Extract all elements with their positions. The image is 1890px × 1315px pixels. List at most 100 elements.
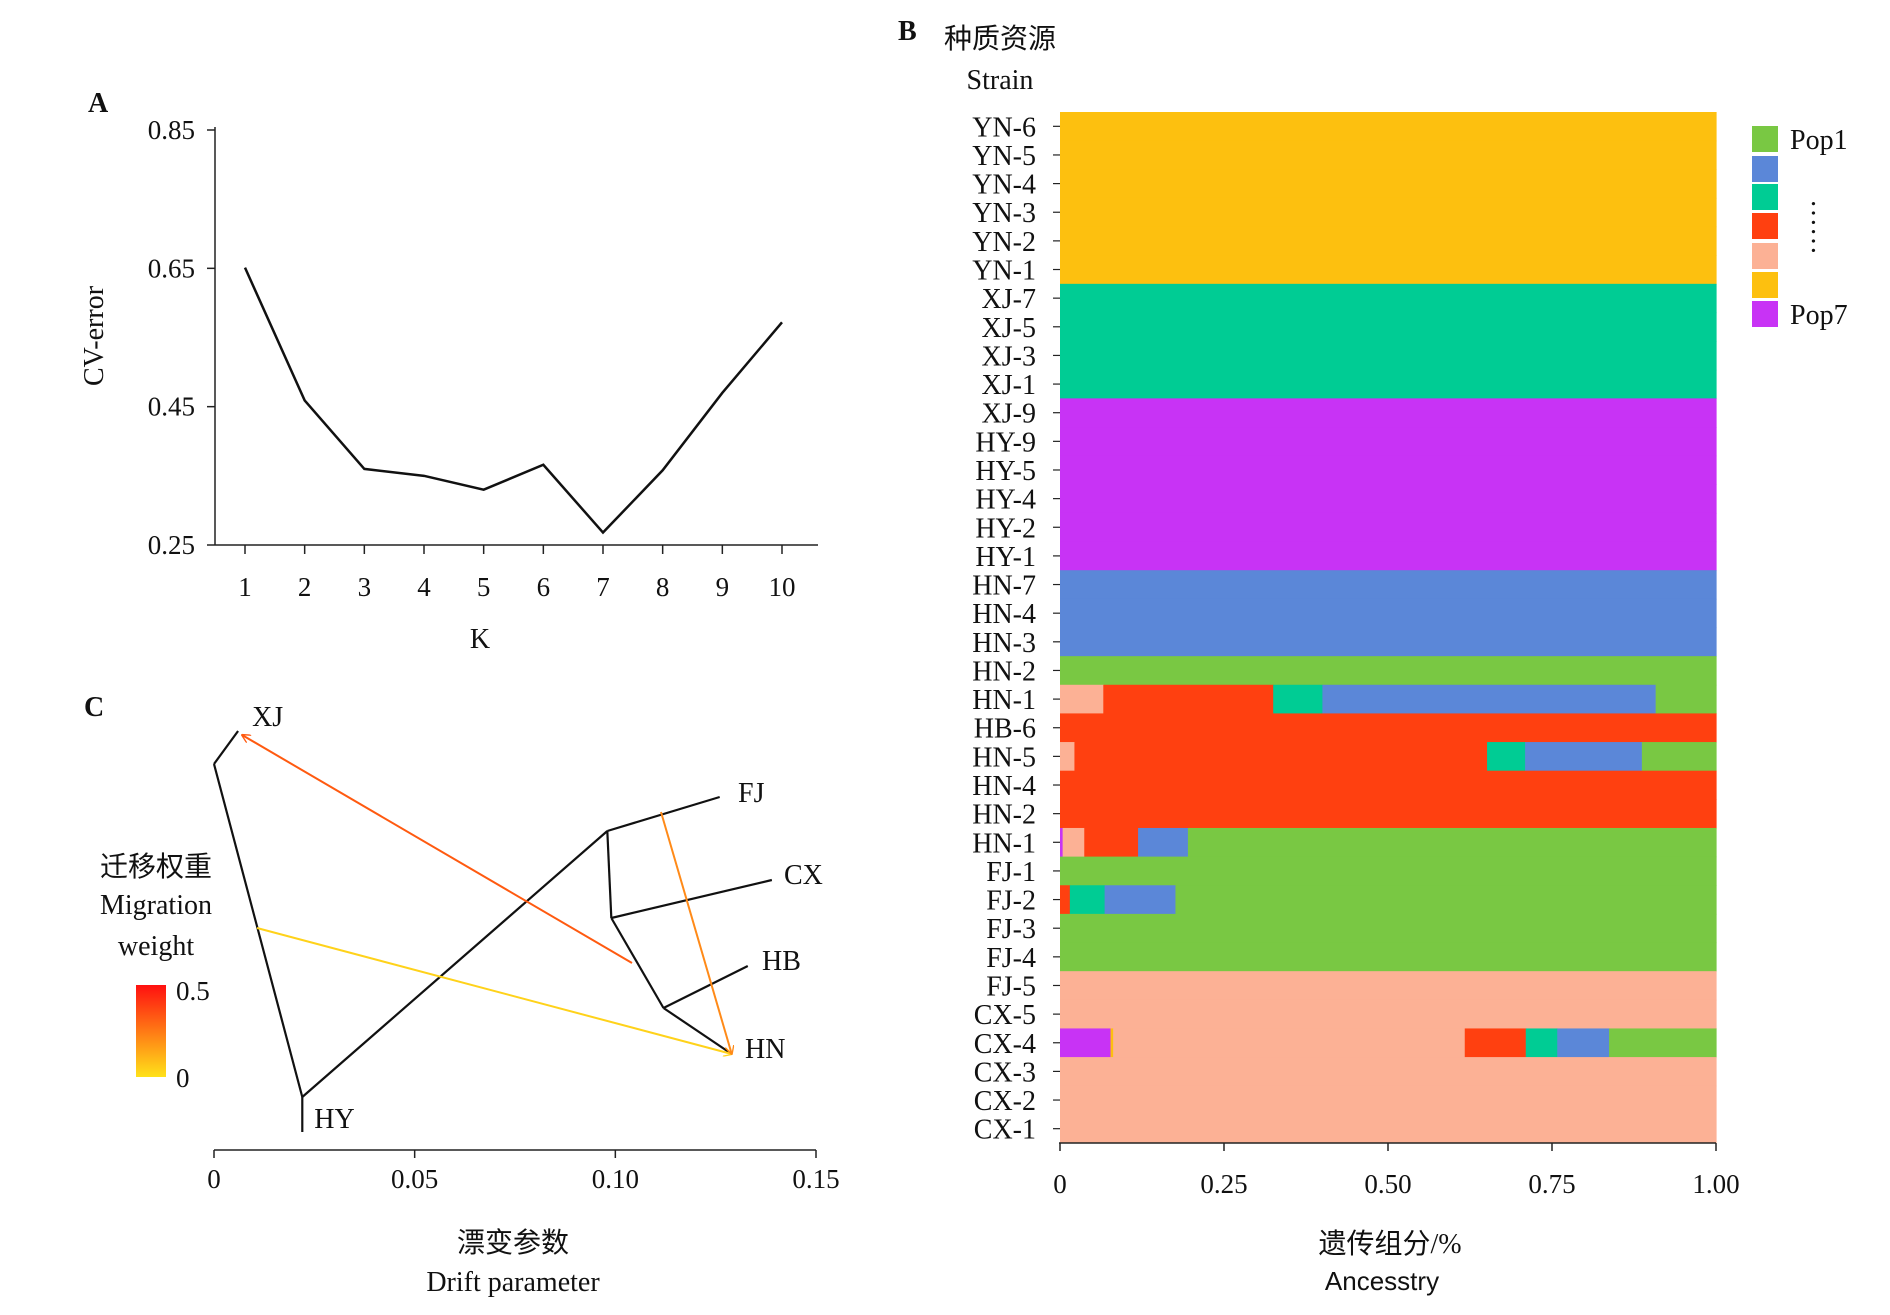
strain-label: FJ-1 [986,857,1036,888]
panel-b-x-label-en: Ancesstry [1325,1266,1439,1296]
ancestry-segment-xj-1 [1060,369,1717,399]
panel-a-y-label: CV-error [79,285,110,386]
legend-ellipsis: …… [1805,199,1836,255]
panel-a-x-tick-label: 7 [596,572,610,602]
ancestry-segment-yn-2 [1060,226,1717,256]
panel-c-x-tick-label: 0.10 [592,1164,639,1194]
panel-a-x-tick-label: 8 [656,572,670,602]
panel-a-x-tick-label: 5 [477,572,491,602]
population-label-hb: HB [762,946,801,977]
ancestry-segment-cx-4 [1557,1028,1610,1058]
ancestry-segment-xj-3 [1060,341,1717,371]
strain-label: HN-1 [972,685,1036,716]
panel-b-x-tick-label: 1.00 [1692,1169,1739,1199]
strain-label: YN-4 [972,170,1036,201]
ancestry-segment-fj-2 [1104,885,1177,915]
migration-legend-title-en-1: Migration [100,890,212,921]
tree-branch-root-hy [212,763,304,1098]
panel-c-letter: C [84,692,104,723]
ancestry-segment-hn-1 [1138,827,1189,858]
tree-branch-n2-n3 [610,917,665,1009]
ancestry-segment-xj-5 [1060,312,1717,342]
strain-label: HN-2 [972,800,1036,831]
strain-label: HN-2 [972,656,1036,687]
strain-label: XJ-5 [982,313,1036,344]
ancestry-segment-hb-6 [1060,713,1717,743]
migration-edge-3 [660,811,732,1054]
ancestry-segment-hy-5 [1060,455,1717,485]
panel-b-x-tick-label: 0 [1053,1169,1067,1199]
ancestry-segment-hn-1 [1060,684,1104,715]
panel-c-x-tick-label: 0.05 [391,1164,438,1194]
strain-label: HN-3 [972,628,1036,659]
ancestry-segment-hn-1 [1060,827,1064,858]
strain-label: CX-3 [974,1057,1036,1088]
ancestry-segment-hn-1 [1322,684,1657,715]
ancestry-segment-fj-2 [1060,885,1071,915]
strain-label: CX-2 [974,1086,1036,1117]
panel-a-x-tick-label: 4 [417,572,431,602]
population-label-hn: HN [745,1034,785,1065]
panel-b-ancestry-chart: B 种质资源 Strain YN-6YN-5YN-4YN-3YN-2YN-1XJ… [898,16,1848,1296]
panel-c-x-tick-label: 0 [207,1164,221,1194]
legend-label-pop7: Pop7 [1790,300,1848,331]
ancestry-segment-hn-2 [1060,656,1717,686]
ancestry-segment-cx-4 [1110,1028,1114,1058]
ancestry-segment-xj-7 [1060,283,1717,314]
ancestry-segment-cx-4 [1060,1028,1112,1058]
panel-c-x-label-en: Drift parameter [426,1267,600,1298]
strain-label: HY-4 [975,485,1036,516]
tree-branch-n1-n2 [606,830,613,919]
strain-label: HY-1 [975,542,1036,573]
tree-branch-hy-n1 [301,830,609,1098]
strain-label: CX-4 [974,1029,1036,1060]
ancestry-segment-yn-4 [1060,169,1717,199]
ancestry-segment-hy-9 [1060,427,1717,457]
panel-a-letter: A [88,88,109,119]
ancestry-segment-hn-1 [1062,827,1085,858]
strain-label: CX-5 [974,1000,1036,1031]
panel-a-x-tick-label: 6 [537,572,551,602]
population-label-fj: FJ [738,778,765,809]
ancestry-segment-cx-4 [1464,1028,1527,1058]
panel-b-x-tick-label: 0.25 [1200,1169,1247,1199]
migration-color-scale [136,985,166,1077]
ancestry-segment-fj-1 [1060,856,1717,886]
panel-b-letter: B [898,16,917,47]
ancestry-segment-hn-4 [1060,598,1717,629]
panel-c-x-tick-label: 0.15 [792,1164,839,1194]
ancestry-segment-fj-4 [1060,942,1717,972]
strain-label: XJ-1 [982,370,1036,401]
panel-a-y-tick-label: 0.65 [148,253,195,283]
legend-swatch-pop6 [1752,272,1778,298]
legend-swatch-pop3 [1752,184,1778,210]
ancestry-segment-hn-1 [1084,827,1139,858]
ancestry-segment-hn-1 [1103,684,1274,715]
ancestry-segment-cx-4 [1609,1028,1717,1058]
legend-swatch-pop2 [1752,156,1778,182]
ancestry-segment-xj-9 [1060,398,1717,428]
strain-label: XJ-9 [982,399,1036,430]
ancestry-segment-hy-2 [1060,512,1717,543]
panel-b-title: 种质资源 [944,23,1056,55]
strain-label: YN-6 [972,112,1036,143]
strain-label: YN-3 [972,198,1036,229]
strain-label: HY-2 [975,513,1036,544]
ancestry-segment-cx-4 [1525,1028,1558,1058]
strain-label: HN-5 [972,742,1036,773]
ancestry-segment-yn-1 [1060,255,1717,285]
ancestry-segment-hn-5 [1074,742,1488,772]
ancestry-segment-hn-1 [1273,684,1323,715]
legend-swatch-pop5 [1752,243,1778,269]
strain-label: HY-9 [975,427,1036,458]
ancestry-segment-hy-1 [1060,541,1717,571]
strain-label: HN-4 [972,599,1036,630]
panel-b-x-tick-label: 0.50 [1364,1169,1411,1199]
strain-label: XJ-3 [982,341,1036,372]
legend-label-pop1: Pop1 [1790,125,1848,156]
panel-b-x-tick-label: 0.75 [1528,1169,1575,1199]
strain-label: FJ-3 [986,914,1036,945]
panel-a-x-tick-label: 2 [298,572,312,602]
ancestry-segment-hn-1 [1187,827,1717,858]
